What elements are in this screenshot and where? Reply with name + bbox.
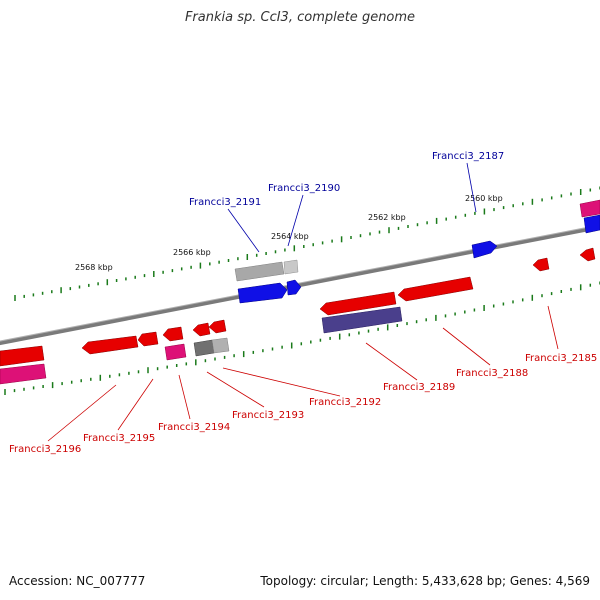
gene-francci3-2191[interactable] bbox=[237, 282, 288, 304]
gene-label-francci3-2196[interactable]: Francci3_2196 bbox=[9, 444, 81, 455]
gene-label-francci3-2190[interactable]: Francci3_2190 bbox=[268, 183, 340, 194]
gene-francci3-2187[interactable] bbox=[471, 240, 498, 259]
leader-line-2196 bbox=[47, 384, 117, 442]
gene-francci3-2190[interactable] bbox=[286, 279, 302, 296]
leader-line-2193 bbox=[206, 371, 265, 408]
gene-francci3-2194[interactable] bbox=[162, 326, 187, 361]
leader-line-2189 bbox=[365, 342, 418, 381]
genome-backbone bbox=[0, 224, 600, 346]
scale-label-2564: 2564 kbp bbox=[271, 232, 309, 241]
gene-francci3-2188[interactable] bbox=[321, 306, 403, 334]
outer-tick-track bbox=[14, 186, 600, 301]
gene-francci3-2195[interactable] bbox=[81, 331, 159, 355]
gene-francci3-2185[interactable] bbox=[532, 257, 550, 272]
gene-label-francci3-2191[interactable]: Francci3_2191 bbox=[189, 197, 261, 208]
gene-label-francci3-2189[interactable]: Francci3_2189 bbox=[383, 382, 455, 393]
gene-label-francci3-2192[interactable]: Francci3_2192 bbox=[309, 397, 381, 408]
gene-label-francci3-2193[interactable]: Francci3_2193 bbox=[232, 410, 304, 421]
gene-label-francci3-2195[interactable]: Francci3_2195 bbox=[83, 433, 155, 444]
leader-line-2187 bbox=[466, 162, 477, 213]
gene-label-francci3-2187[interactable]: Francci3_2187 bbox=[432, 151, 504, 162]
leader-line-2188 bbox=[442, 327, 491, 366]
leader-line-2195 bbox=[117, 378, 154, 431]
scale-label-2562: 2562 kbp bbox=[368, 213, 406, 222]
gene-francci3-2189[interactable] bbox=[397, 276, 474, 302]
leader-line-2194 bbox=[178, 374, 191, 420]
leader-line-2191 bbox=[227, 208, 260, 253]
scale-label-2560: 2560 kbp bbox=[465, 194, 503, 203]
accession-text: Accession: NC_007777 bbox=[9, 574, 146, 588]
gene-edge-reverse[interactable] bbox=[579, 247, 596, 262]
gene-label-francci3-2185[interactable]: Francci3_2185 bbox=[525, 353, 597, 364]
leader-line-2192 bbox=[222, 367, 341, 397]
gene-francci3-2196-rna[interactable] bbox=[0, 363, 47, 385]
map-title: Frankia sp. CcI3, complete genome bbox=[184, 10, 416, 25]
leader-line-2185 bbox=[547, 305, 559, 350]
gene-label-francci3-2188[interactable]: Francci3_2188 bbox=[456, 368, 528, 379]
scale-label-2568: 2568 kbp bbox=[75, 263, 113, 272]
gene-edge-forward[interactable] bbox=[579, 199, 600, 234]
gene-label-francci3-2194[interactable]: Francci3_2194 bbox=[158, 422, 230, 433]
inner-tick-track bbox=[4, 281, 600, 395]
gene-francci3-2196[interactable] bbox=[0, 345, 45, 367]
topology-summary-text: Topology: circular; Length: 5,433,628 bp… bbox=[260, 574, 590, 588]
gene-francci3-2191-pseudo[interactable] bbox=[234, 259, 299, 282]
gene-francci3-2192[interactable] bbox=[319, 291, 397, 316]
leader-line-2190 bbox=[287, 194, 304, 247]
gene-francci3-2193[interactable] bbox=[192, 319, 230, 357]
scale-label-2566: 2566 kbp bbox=[173, 248, 211, 257]
